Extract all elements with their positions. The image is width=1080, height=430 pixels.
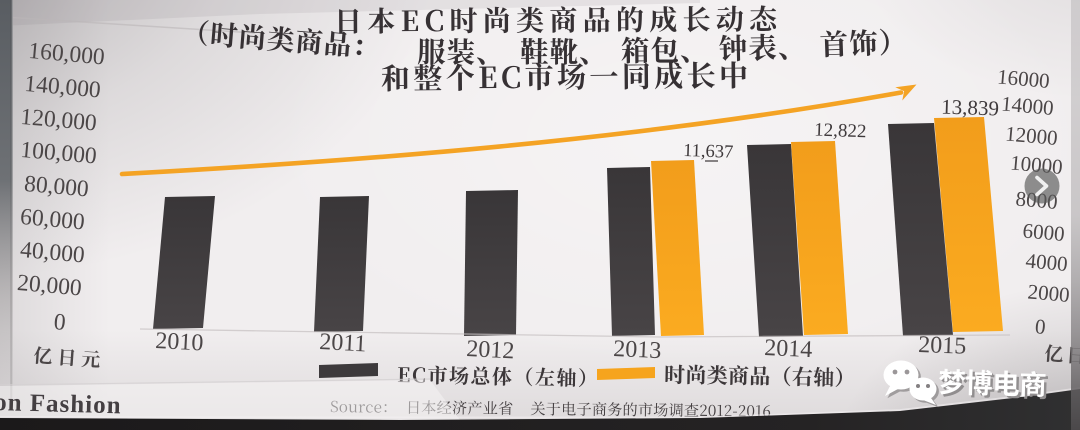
svg-text:2000: 2000 [1027, 279, 1071, 307]
svg-text:6000: 6000 [1022, 218, 1066, 246]
svg-text:14000: 14000 [1000, 91, 1054, 119]
svg-text:2014: 2014 [764, 335, 813, 363]
svg-text:40,000: 40,000 [19, 237, 86, 269]
svg-text:0: 0 [53, 309, 67, 336]
svg-text:80,000: 80,000 [23, 171, 90, 203]
svg-text:12000: 12000 [1004, 121, 1058, 149]
svg-text:12,822: 12,822 [814, 120, 867, 143]
svg-text:16000: 16000 [996, 64, 1050, 92]
svg-text:13,839: 13,839 [941, 95, 1000, 121]
svg-text:2013: 2013 [613, 336, 662, 364]
svg-text:60,000: 60,000 [19, 204, 86, 236]
svg-text:4000: 4000 [1025, 248, 1069, 276]
svg-text:2012: 2012 [466, 336, 515, 364]
svg-text:on Fashion: on Fashion [0, 389, 122, 419]
svg-text:0: 0 [1034, 314, 1047, 339]
svg-text:11,637: 11,637 [683, 141, 734, 163]
svg-text:2011: 2011 [319, 329, 367, 357]
svg-text:2010: 2010 [155, 328, 204, 356]
svg-text:2015: 2015 [918, 332, 967, 360]
svg-text:20,000: 20,000 [16, 270, 83, 302]
